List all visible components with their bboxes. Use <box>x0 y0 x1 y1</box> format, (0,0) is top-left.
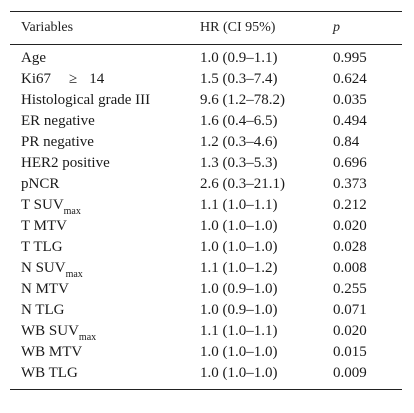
table-row: Histological grade III 9.6 (1.2–78.2) 0.03… <box>10 90 402 111</box>
p-value-cell: 0.035 <box>333 92 367 108</box>
hr-cell: 1.0 (1.0–1.0) <box>200 239 278 255</box>
header-hr: HR (CI 95%) <box>200 20 276 35</box>
variable-name: WB TLG <box>21 365 78 381</box>
hr-cell: 1.3 (0.3–5.3) <box>200 155 278 171</box>
p-value-cell: 0.009 <box>333 365 367 381</box>
variable-cell: T SUVmax <box>10 195 200 217</box>
variable-name: T SUV <box>21 196 64 213</box>
p-value-cell: 0.020 <box>333 323 367 339</box>
variable-subscript: max <box>78 331 97 343</box>
table-row: T MTV 1.0 (1.0–1.0) 0.020 <box>10 216 402 237</box>
p-value-cell: 0.494 <box>333 113 367 129</box>
p-value-cell: 0.255 <box>333 281 367 297</box>
table-top-rule <box>10 11 402 12</box>
p-value-cell: 0.624 <box>333 71 367 87</box>
hr-cell: 1.1 (1.0–1.1) <box>200 323 278 339</box>
variable-name: Histological grade III <box>21 92 151 108</box>
hr-cell: 1.5 (0.3–7.4) <box>200 71 278 87</box>
table-row: HER2 positive 1.3 (0.3–5.3) 0.696 <box>10 153 402 174</box>
variable-subscript: max <box>63 205 81 217</box>
variable-name: ER negative <box>21 113 95 129</box>
table-row: WB TLG 1.0 (1.0–1.0) 0.009 <box>10 363 402 384</box>
variable-cell: WB SUVmax <box>10 321 200 343</box>
variable-cell: WB MTV <box>10 342 200 363</box>
variable-cell: ER negative <box>10 111 200 132</box>
hr-cell: 1.0 (1.0–1.0) <box>200 218 278 234</box>
variable-cell: PR negative <box>10 132 200 153</box>
hr-cell: 1.1 (1.0–1.2) <box>200 260 278 276</box>
variable-name: pNCR <box>21 176 60 192</box>
p-value-cell: 0.008 <box>333 260 367 276</box>
table-header-rule <box>10 44 402 45</box>
variable-cell: WB TLG <box>10 363 200 384</box>
hr-cell: 1.0 (0.9–1.1) <box>200 50 278 66</box>
table-row: pNCR 2.6 (0.3–21.1) 0.373 <box>10 174 402 195</box>
hr-cell: 2.6 (0.3–21.1) <box>200 176 285 192</box>
variable-name: T TLG <box>21 239 63 255</box>
variable-cell: HER2 positive <box>10 153 200 174</box>
variable-name: HER2 positive <box>21 155 110 171</box>
table-row: T TLG 1.0 (1.0–1.0) 0.028 <box>10 237 402 258</box>
variable-cell: T TLG <box>10 237 200 258</box>
variable-name: WB MTV <box>21 344 83 360</box>
table-row: PR negative 1.2 (0.3–4.6) 0.84 <box>10 132 402 153</box>
hr-cell: 1.0 (0.9–1.0) <box>200 302 278 318</box>
variable-name: Ki67 <box>21 71 51 87</box>
p-value-cell: 0.696 <box>333 155 367 171</box>
variable-cell: T MTV <box>10 216 200 237</box>
ki67-threshold: 14 <box>89 71 105 87</box>
header-variables: Variables <box>21 20 74 35</box>
variable-name: N TLG <box>21 302 65 318</box>
p-value-cell: 0.84 <box>333 134 360 150</box>
p-value-cell: 0.995 <box>333 50 367 66</box>
variable-cell: pNCR <box>10 174 200 195</box>
variable-name: WB SUV <box>21 322 79 339</box>
variable-subscript: max <box>65 268 83 280</box>
variable-name: N MTV <box>21 281 69 297</box>
p-value-cell: 0.015 <box>333 344 367 360</box>
hr-cell: 1.2 (0.3–4.6) <box>200 134 278 150</box>
header-p: p <box>333 20 340 35</box>
hr-cell: 1.1 (1.0–1.1) <box>200 197 278 213</box>
variable-cell: N TLG <box>10 300 200 321</box>
table-row: ER negative 1.6 (0.4–6.5) 0.494 <box>10 111 402 132</box>
table-row: Age 1.0 (0.9–1.1) 0.995 <box>10 48 402 69</box>
table-row: N MTV 1.0 (0.9–1.0) 0.255 <box>10 279 402 300</box>
table-header-row: Variables HR (CI 95%) p <box>10 12 402 44</box>
hr-cell: 9.6 (1.2–78.2) <box>200 92 285 108</box>
hr-cell: 1.0 (0.9–1.0) <box>200 281 278 297</box>
variable-cell: Age <box>10 48 200 69</box>
hr-cell: 1.0 (1.0–1.0) <box>200 344 278 360</box>
p-value-cell: 0.028 <box>333 239 367 255</box>
p-value-cell: 0.373 <box>333 176 367 192</box>
table-bottom-rule <box>10 389 402 390</box>
variable-cell: N MTV <box>10 279 200 300</box>
variable-name: N SUV <box>21 259 66 276</box>
table-row: N TLG 1.0 (0.9–1.0) 0.071 <box>10 300 402 321</box>
table-row: Ki67 ≥14 1.5 (0.3–7.4) 0.624 <box>10 69 402 90</box>
hazard-ratio-table: Variables HR (CI 95%) p Age 1.0 (0.9–1.1)… <box>10 11 402 390</box>
hr-cell: 1.6 (0.4–6.5) <box>200 113 278 129</box>
geq-symbol: ≥ <box>69 71 78 87</box>
variable-cell: N SUVmax <box>10 258 200 280</box>
hr-cell: 1.0 (1.0–1.0) <box>200 365 278 381</box>
variable-name: T MTV <box>21 218 67 234</box>
table-row: WB SUVmax 1.1 (1.0–1.1) 0.020 <box>10 321 402 343</box>
table-row: N SUVmax 1.1 (1.0–1.2) 0.008 <box>10 258 402 280</box>
p-value-cell: 0.071 <box>333 302 367 318</box>
variable-name: Age <box>21 50 46 66</box>
variable-name: PR negative <box>21 134 94 150</box>
variable-cell: Histological grade III <box>10 90 200 111</box>
p-value-cell: 0.020 <box>333 218 367 234</box>
variable-cell: Ki67 ≥14 <box>10 69 200 90</box>
table-row: WB MTV 1.0 (1.0–1.0) 0.015 <box>10 342 402 363</box>
table-body: Age 1.0 (0.9–1.1) 0.995 Ki67 ≥14 1.5 (0.3–7.4… <box>10 45 402 389</box>
table-row: T SUVmax 1.1 (1.0–1.1) 0.212 <box>10 195 402 217</box>
p-value-cell: 0.212 <box>333 197 367 213</box>
